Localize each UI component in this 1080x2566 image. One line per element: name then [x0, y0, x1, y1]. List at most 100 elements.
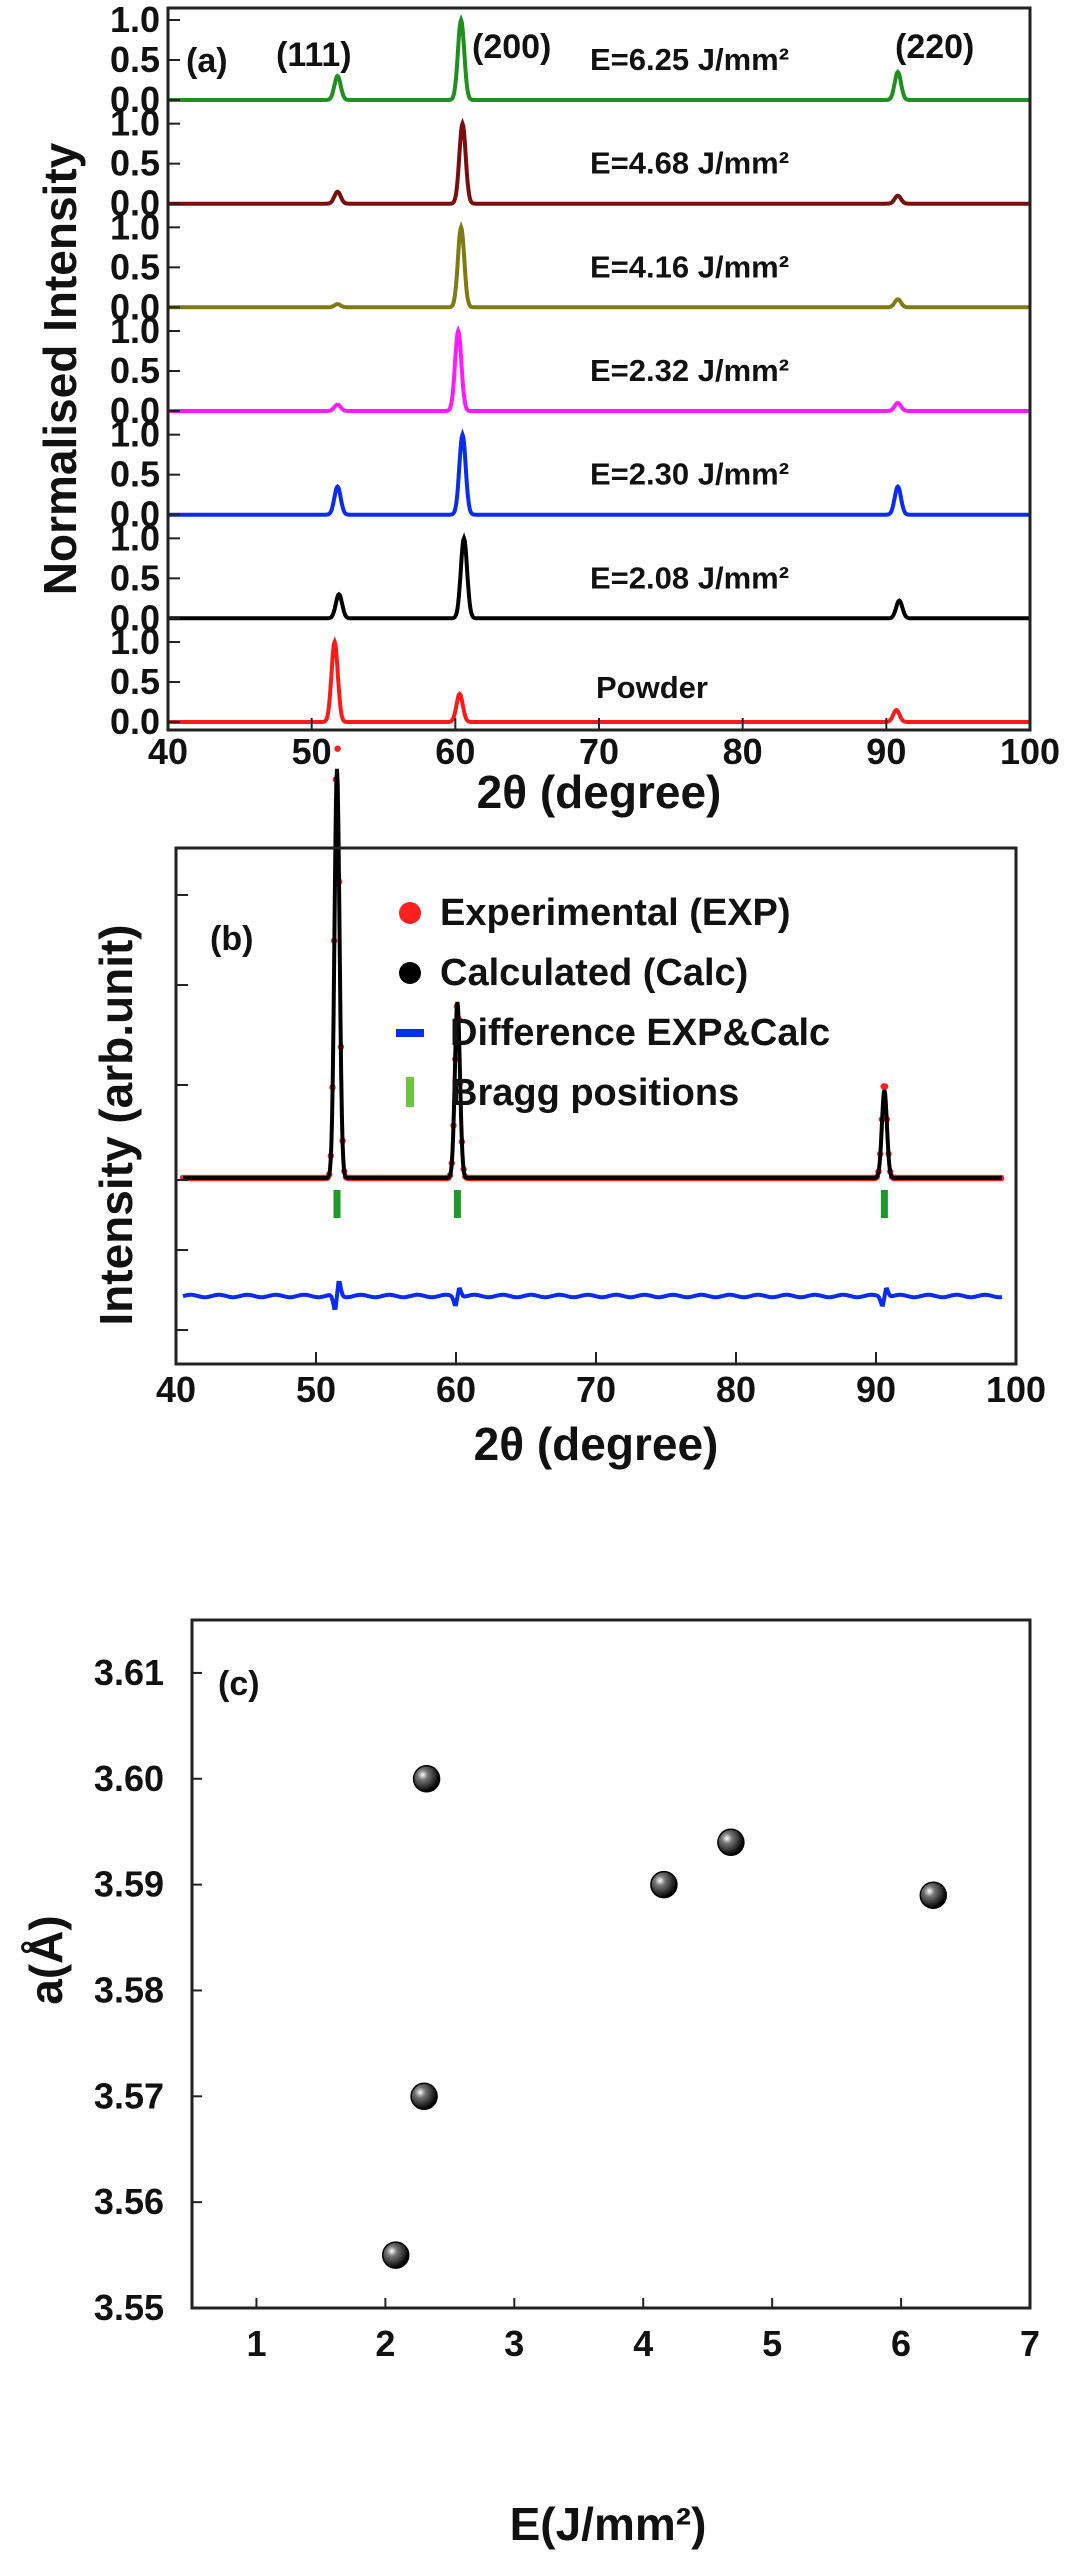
panel-a-curve-5 [168, 532, 1030, 621]
panel-b-xtick-label-3: 70 [576, 1369, 616, 1410]
panel-a-ytick-label-2-0: 0.0 [110, 286, 160, 327]
panel-b-label: (b) [210, 920, 253, 958]
panel-a-xtick-label-5: 90 [866, 731, 906, 772]
panel-c-xtick-label-1: 2 [375, 2323, 395, 2364]
panel-a-curve-label-6: Powder [596, 670, 708, 705]
panel-a-xtick-label-1: 50 [292, 731, 332, 772]
panel-a-ytick-label-3-0: 0.0 [110, 390, 160, 431]
panel-b-xtick-label-4: 80 [716, 1369, 756, 1410]
panel-c-point-1 [410, 2082, 438, 2111]
panel-a-curve-label-0: E=6.25 J/mm² [590, 42, 789, 77]
panel-c-xtick-label-2: 3 [504, 2323, 524, 2364]
panel-b-legend-marker-1 [399, 962, 421, 984]
panel-a-curve-labels: E=6.25 J/mm² E=4.68 J/mm² E=4.16 J/mm² E=2.… [590, 42, 789, 705]
panel-b-difference-series [182, 1280, 1003, 1311]
panel-b-legend-label-3: Bragg positions [450, 1072, 739, 1114]
panel-b-legend: Experimental (EXP) Calculated (Calc) Diffe… [396, 892, 830, 1114]
peak-label-200: (200) [472, 28, 551, 66]
panel-c-xtick-label-5: 6 [891, 2323, 911, 2364]
panel-c-ytick-label-2: 3.57 [94, 2075, 164, 2116]
panel-a-curve-2 [168, 220, 1030, 310]
panel-a-ytick-label-0-2: 1.0 [110, 0, 160, 40]
panel-a-xtick-label-3: 70 [579, 731, 619, 772]
panel-a-label: (a) [186, 42, 228, 80]
panel-c-ytick-label-4: 3.59 [94, 1864, 164, 1905]
panel-a-ytick-label-2-2: 1.0 [110, 206, 160, 247]
panel-b-ylabel: Intensity (arb.unit) [90, 924, 142, 1325]
panel-c-ytick-label-3: 3.58 [94, 1969, 164, 2010]
panel-a-ytick-label-1-1: 0.5 [110, 143, 160, 184]
panel-c-point-3 [650, 1870, 678, 1899]
panel-a-curve-label-2: E=4.16 J/mm² [590, 249, 789, 284]
panel-c-ylabel: a(Å) [20, 1915, 72, 2004]
panel-b-xtick-label-6: 100 [986, 1369, 1046, 1410]
panel-a-ytick-label-1-0: 0.0 [110, 183, 160, 224]
panel-a-xtick-label-2: 60 [435, 731, 475, 772]
panel-a-curve-label-4: E=2.30 J/mm² [590, 457, 789, 492]
panel-a-ytick-label-4-2: 1.0 [110, 414, 160, 455]
panel-b-exp-point [334, 745, 341, 752]
panel-a-ylabel: Normalised Intensity [34, 142, 86, 595]
panel-a-xtick-label-4: 80 [723, 731, 763, 772]
panel-a-ytick-label-2-1: 0.5 [110, 246, 160, 287]
panel-c-ticks: 1 2 3 4 5 6 7 3.55 3.56 3.57 3.58 3.59 3.60 3.61 [94, 1652, 1040, 2364]
panel-b: 40 50 60 70 80 90 100 (b) Experimental (EXP) Ca… [90, 745, 1046, 1470]
panel-c-label: (c) [218, 1665, 260, 1703]
panel-c: 1 2 3 4 5 6 73.553.563.573.583.593.603.61 (c) … [20, 1618, 1040, 2550]
panel-b-ticks: 40 50 60 70 80 90 100 [156, 894, 1046, 1410]
panel-b-exp-point [882, 1083, 889, 1090]
panel-b-curves [179, 745, 1005, 1311]
panel-a-ytick-label-6-1: 0.5 [110, 661, 160, 702]
panel-c-point-4 [717, 1828, 745, 1857]
panel-a-ytick-label-6-0: 0.0 [110, 701, 160, 742]
panel-b-legend-label-0: Experimental (EXP) [440, 892, 791, 934]
panel-a-curve-label-5: E=2.08 J/mm² [590, 560, 789, 595]
panel-a: 0.00.51.00.00.51.00.00.51.00.00.51.00.00… [34, 0, 1060, 818]
panel-a-curve-3 [168, 324, 1030, 413]
panel-a-curve-label-1: E=4.68 J/mm² [590, 146, 789, 181]
panel-a-curve-4 [168, 428, 1030, 517]
panel-a-ytick-label-4-0: 0.0 [110, 494, 160, 535]
panel-c-xlabel: E(J/mm²) [510, 2498, 707, 2550]
panel-a-ticks: 0.00.51.00.00.51.00.00.51.00.00.51.00.00… [110, 0, 1060, 772]
panel-a-ytick-label-6-2: 1.0 [110, 621, 160, 662]
panel-c-ytick-label-5: 3.60 [94, 1758, 164, 1799]
panel-b-legend-label-1: Calculated (Calc) [440, 952, 748, 994]
panel-c-xtick-label-0: 1 [246, 2323, 266, 2364]
panel-b-xtick-label-0: 40 [156, 1369, 196, 1410]
panel-c-point-2 [412, 1765, 441, 1793]
panel-c-xtick-label-4: 5 [762, 2323, 782, 2364]
panel-c-ytick-label-6: 3.61 [94, 1652, 164, 1693]
panel-c-frame [190, 1618, 1032, 2310]
panel-b-xtick-label-1: 50 [296, 1369, 336, 1410]
panel-a-ytick-label-5-0: 0.0 [110, 597, 160, 638]
panel-b-legend-marker-0 [399, 902, 421, 924]
panel-b-legend-label-2: Difference EXP&Calc [450, 1012, 830, 1054]
panel-a-xtick-label-0: 40 [148, 731, 188, 772]
panel-c-ytick-label-1: 3.56 [94, 2181, 164, 2222]
panel-b-xtick-label-5: 90 [856, 1369, 896, 1410]
panel-a-curve-label-3: E=2.32 J/mm² [590, 353, 789, 388]
panel-a-xtick-label-6: 100 [1000, 731, 1060, 772]
panel-a-ytick-label-1-2: 1.0 [110, 103, 160, 144]
panel-c-ytick-label-0: 3.55 [94, 2287, 164, 2328]
panel-c-point-5 [919, 1881, 948, 1909]
peak-label-220: (220) [895, 28, 974, 66]
panel-b-xtick-label-2: 60 [436, 1369, 476, 1410]
panel-c-xtick-label-3: 4 [633, 2323, 653, 2364]
panel-a-xlabel: 2θ (degree) [477, 766, 722, 818]
panel-a-ytick-label-3-2: 1.0 [110, 310, 160, 351]
peak-label-111: (111) [276, 36, 352, 74]
panel-a-ytick-label-5-1: 0.5 [110, 557, 160, 598]
panel-c-points [381, 1765, 948, 2269]
panel-b-calc-series [183, 768, 1002, 1180]
panel-c-xtick-label-6: 7 [1020, 2323, 1040, 2364]
panel-a-ytick-label-0-1: 0.5 [110, 39, 160, 80]
panel-a-curve-0 [168, 13, 1030, 102]
panel-c-point-0 [381, 2241, 410, 2269]
panel-a-ytick-label-3-1: 0.5 [110, 350, 160, 391]
panel-a-ytick-label-0-0: 0.0 [110, 79, 160, 120]
panel-a-curve-1 [168, 117, 1030, 206]
